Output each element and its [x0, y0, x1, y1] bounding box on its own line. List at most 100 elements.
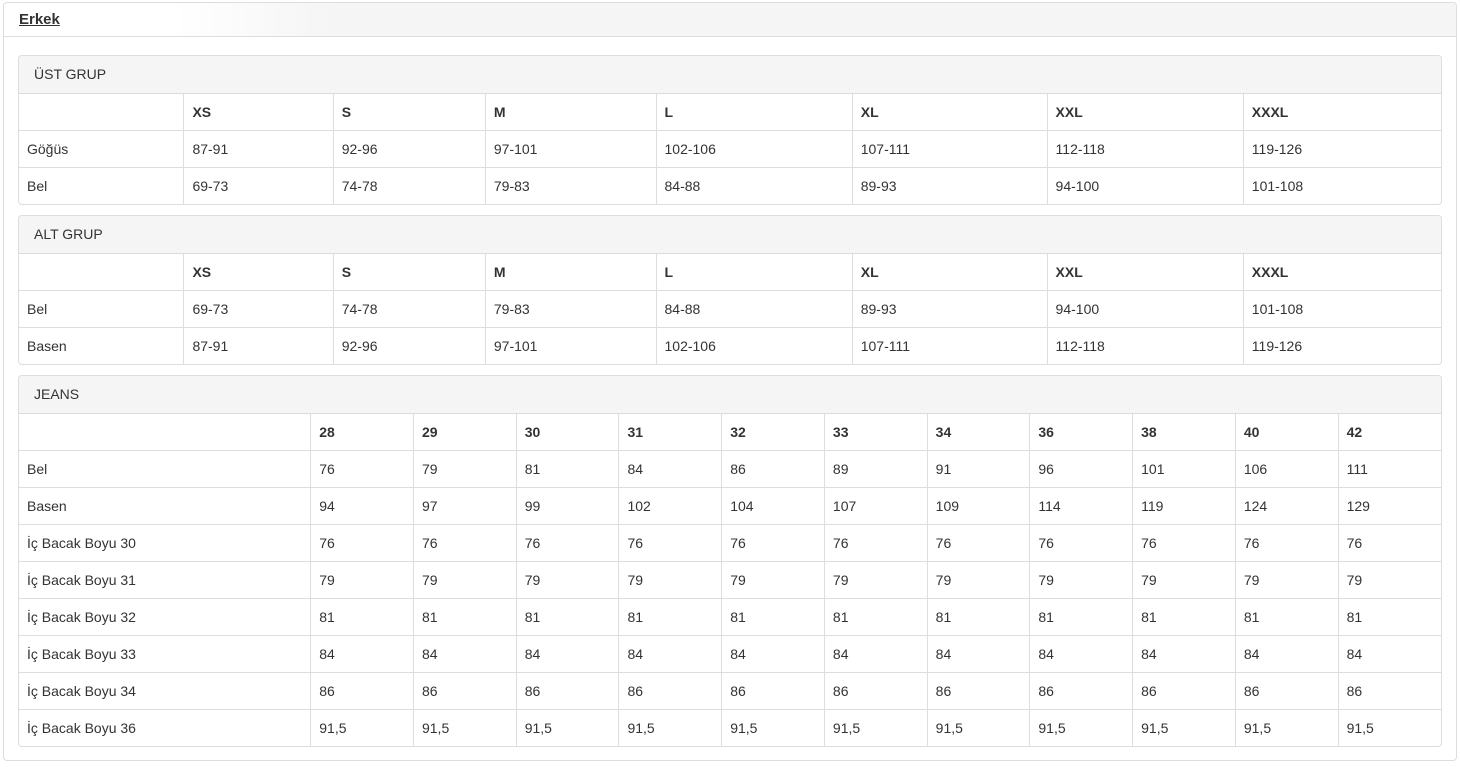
size-panel: ALT GRUP XS S M L XL XXL XXXL Bel 69-73 74-78 79-83… [18, 215, 1442, 365]
size-value-cell: 112-118 [1046, 130, 1244, 168]
size-value-cell: 89 [823, 450, 928, 488]
size-value-cell: 97-101 [484, 327, 656, 364]
table-row: İç Bacak Boyu 34 86 86 86 86 86 86 86 86 86 86 86 [19, 672, 1441, 710]
size-panel: ÜST GRUP XS S M L XL XXL XXXL Göğüs 87-91 92-96 97-… [18, 55, 1442, 205]
size-column-header: 29 [412, 414, 517, 451]
size-value-cell: 81 [515, 450, 619, 488]
size-column-header: 28 [310, 414, 414, 451]
size-value-cell: 84-88 [655, 290, 853, 328]
size-value-cell: 79 [1132, 561, 1236, 599]
size-value-cell: 79 [310, 561, 414, 599]
row-label: Bel [19, 290, 184, 328]
size-value-cell: 109 [926, 487, 1030, 525]
size-value-cell: 76 [1337, 524, 1441, 562]
table-row: Basen 94 97 99 102 104 107 109 114 119 124 129 [19, 487, 1441, 525]
size-value-cell: 86 [515, 672, 619, 710]
size-value-cell: 81 [1132, 598, 1236, 636]
size-value-cell: 91,5 [618, 709, 722, 746]
table-row: Bel 69-73 74-78 79-83 84-88 89-93 94-100 101-10… [19, 290, 1441, 328]
tab-erkek[interactable]: Erkek [19, 11, 60, 28]
size-column-header: S [332, 94, 486, 131]
size-value-cell: 86 [618, 672, 722, 710]
size-value-cell: 102 [618, 487, 722, 525]
size-table: 28 29 30 31 32 33 34 36 38 40 42 Bel 76 79 81 84 86 89 91 9… [19, 414, 1441, 746]
size-column-header: 31 [618, 414, 722, 451]
size-value-cell: 81 [310, 598, 414, 636]
size-column-header: XL [851, 254, 1048, 291]
size-value-cell: 79 [1029, 561, 1133, 599]
panel-heading: JEANS [19, 376, 1441, 414]
size-value-cell: 111 [1337, 450, 1441, 488]
size-column-header: XXXL [1242, 94, 1441, 131]
size-value-cell: 79 [1234, 561, 1339, 599]
size-panel: JEANS 28 29 30 31 32 33 34 36 38 40 42 Bel 76 79 81 84 86… [18, 375, 1442, 747]
size-value-cell: 79 [926, 561, 1030, 599]
size-value-cell: 76 [823, 524, 928, 562]
size-value-cell: 84-88 [655, 167, 853, 204]
table-row: Bel 76 79 81 84 86 89 91 96 101 106 111 [19, 450, 1441, 488]
size-column-header: XXL [1046, 254, 1244, 291]
size-value-cell: 89-93 [851, 290, 1048, 328]
size-value-cell: 91,5 [1337, 709, 1441, 746]
header-row: 28 29 30 31 32 33 34 36 38 40 42 [19, 414, 1441, 451]
size-value-cell: 79 [823, 561, 928, 599]
size-value-cell: 81 [721, 598, 825, 636]
size-column-header: XXL [1046, 94, 1244, 131]
size-value-cell: 79-83 [484, 167, 656, 204]
size-value-cell: 69-73 [183, 167, 334, 204]
size-value-cell: 106 [1234, 450, 1339, 488]
row-label: İç Bacak Boyu 31 [19, 561, 311, 599]
row-label-header [19, 94, 184, 131]
row-label: İç Bacak Boyu 34 [19, 672, 311, 710]
size-value-cell: 86 [412, 672, 517, 710]
size-value-cell: 99 [515, 487, 619, 525]
size-value-cell: 107 [823, 487, 928, 525]
size-value-cell: 104 [721, 487, 825, 525]
size-value-cell: 84 [618, 450, 722, 488]
size-value-cell: 76 [310, 524, 414, 562]
size-value-cell: 91,5 [1029, 709, 1133, 746]
size-value-cell: 84 [1234, 635, 1339, 673]
size-value-cell: 119 [1132, 487, 1236, 525]
size-value-cell: 86 [1337, 672, 1441, 710]
size-value-cell: 79 [515, 561, 619, 599]
size-value-cell: 81 [926, 598, 1030, 636]
size-value-cell: 76 [310, 450, 414, 488]
row-label: Göğüs [19, 130, 184, 168]
size-value-cell: 86 [823, 672, 928, 710]
size-value-cell: 114 [1029, 487, 1133, 525]
size-value-cell: 94 [310, 487, 414, 525]
size-value-cell: 84 [618, 635, 722, 673]
size-value-cell: 101-108 [1242, 167, 1441, 204]
size-value-cell: 74-78 [332, 167, 486, 204]
size-value-cell: 91,5 [823, 709, 928, 746]
size-value-cell: 79 [721, 561, 825, 599]
size-column-header: XXXL [1242, 254, 1441, 291]
size-value-cell: 119-126 [1242, 327, 1441, 364]
row-label: İç Bacak Boyu 33 [19, 635, 311, 673]
size-value-cell: 89-93 [851, 167, 1048, 204]
panel-heading: ALT GRUP [19, 216, 1441, 254]
table-row: Göğüs 87-91 92-96 97-101 102-106 107-111 112-1… [19, 130, 1441, 168]
size-value-cell: 84 [1337, 635, 1441, 673]
size-value-cell: 76 [1029, 524, 1133, 562]
size-value-cell: 81 [412, 598, 517, 636]
size-value-cell: 79 [1337, 561, 1441, 599]
table-row: Basen 87-91 92-96 97-101 102-106 107-111 112-1… [19, 327, 1441, 364]
size-value-cell: 76 [618, 524, 722, 562]
size-value-cell: 86 [721, 450, 825, 488]
table-row: İç Bacak Boyu 30 76 76 76 76 76 76 76 76 76 76 76 [19, 524, 1441, 562]
size-value-cell: 91,5 [1234, 709, 1339, 746]
size-value-cell: 91,5 [926, 709, 1030, 746]
size-column-header: S [332, 254, 486, 291]
size-column-header: 38 [1132, 414, 1236, 451]
size-value-cell: 74-78 [332, 290, 486, 328]
size-value-cell: 84 [310, 635, 414, 673]
size-value-cell: 81 [1029, 598, 1133, 636]
size-column-header: 42 [1337, 414, 1441, 451]
size-value-cell: 81 [618, 598, 722, 636]
size-value-cell: 69-73 [183, 290, 334, 328]
size-value-cell: 86 [1234, 672, 1339, 710]
size-column-header: M [484, 94, 656, 131]
row-label: Bel [19, 167, 184, 204]
